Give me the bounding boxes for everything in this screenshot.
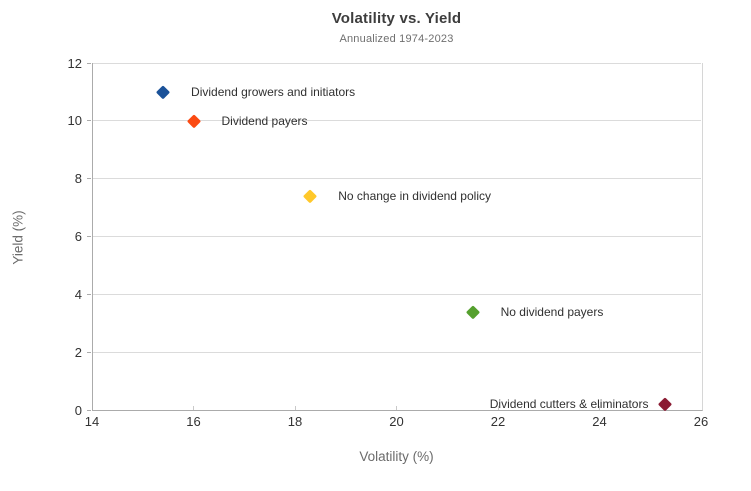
gridline-y-6: [92, 236, 701, 237]
gridline-y-10: [92, 120, 701, 122]
data-point-label: No dividend payers: [500, 304, 604, 319]
y-tick-label: 10: [67, 113, 82, 129]
x-tick-mark: [294, 406, 296, 410]
y-tick-mark: [87, 62, 91, 64]
x-tick-label: 24: [592, 414, 607, 429]
y-tick-label: 6: [74, 229, 82, 244]
gridline-y-4: [92, 293, 701, 295]
y-tick-label: 8: [74, 171, 82, 187]
y-tick-mark: [87, 120, 91, 122]
x-axis-title: Volatility (%): [359, 449, 434, 464]
y-tick-label: 2: [74, 344, 82, 360]
y-tick-label: 12: [67, 55, 82, 71]
chart-title: Volatility vs. Yield: [331, 10, 462, 27]
data-point-label: Dividend growers and initiators: [191, 84, 356, 99]
gridline-y-12: [92, 62, 701, 64]
x-tick-label: 22: [490, 414, 506, 429]
x-tick-mark: [599, 406, 600, 410]
data-point-label: No change in dividend policy: [338, 189, 491, 204]
y-tick-label: 4: [74, 286, 82, 302]
y-tick-mark: [87, 178, 91, 180]
y-tick-mark: [87, 351, 91, 353]
gridline-y-8: [92, 178, 701, 180]
x-tick-mark: [396, 406, 397, 410]
y-axis-title: Yield (%): [10, 210, 26, 265]
y-tick-mark: [87, 409, 91, 411]
y-tick-mark: [87, 236, 91, 237]
plot-area: [92, 63, 703, 411]
x-tick-label: 16: [186, 414, 201, 429]
y-tick-label: 0: [74, 402, 82, 418]
data-point-label: Dividend payers: [221, 113, 308, 128]
y-tick-mark: [87, 293, 91, 295]
x-tick-mark: [193, 406, 194, 410]
x-tick-label: 20: [389, 414, 404, 429]
x-tick-label: 18: [287, 414, 303, 429]
chart-subtitle: Annualized 1974-2023: [339, 33, 454, 45]
x-tick-label: 26: [693, 414, 709, 429]
x-tick-label: 14: [84, 414, 100, 429]
x-tick-mark: [497, 406, 499, 410]
data-point-label: Dividend cutters & eliminators: [489, 397, 649, 412]
gridline-y-2: [92, 351, 701, 353]
